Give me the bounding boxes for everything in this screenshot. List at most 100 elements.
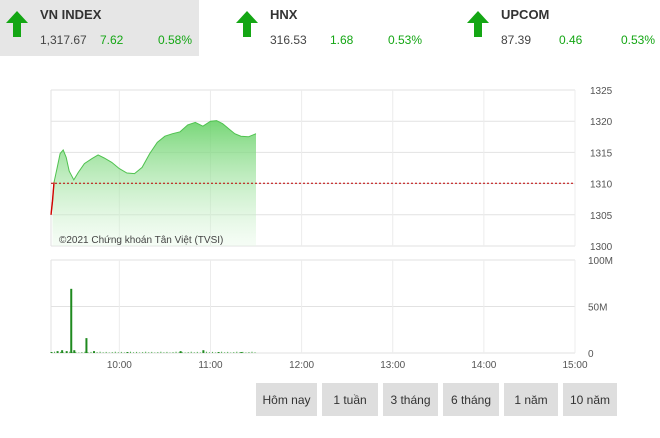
volume-bar — [50, 352, 53, 353]
volume-bar — [181, 351, 183, 353]
volume-bar — [69, 351, 71, 353]
price-tick-label: 1305 — [590, 211, 613, 222]
volume-bar — [129, 351, 131, 353]
volume-bar — [78, 352, 80, 353]
volume-bar — [196, 351, 198, 353]
volume-bar — [179, 351, 182, 353]
volume-bar — [65, 351, 68, 353]
volume-bar — [117, 352, 119, 353]
volume-bar — [133, 352, 135, 353]
volume-bar — [151, 351, 153, 353]
volume-bar — [178, 352, 180, 353]
volume-bar — [199, 352, 201, 353]
volume-bars — [50, 288, 256, 353]
index-value: 87.39 — [501, 33, 532, 47]
volume-bar — [224, 352, 226, 353]
volume-bar — [87, 352, 89, 353]
time-axis: 10:00 11:00 12:00 13:00 14:00 15:00 — [107, 90, 588, 371]
up-arrow-icon — [236, 11, 258, 37]
volume-bar — [239, 352, 241, 353]
volume-bar — [72, 352, 74, 353]
volume-bar — [175, 351, 177, 353]
volume-bar — [108, 352, 110, 353]
index-percent: 0.53% — [621, 33, 656, 47]
volume-bar — [190, 351, 192, 353]
volume-bar — [96, 352, 98, 353]
volume-bar — [169, 352, 171, 353]
volume-bar — [205, 351, 207, 353]
volume-bar — [215, 352, 217, 353]
up-arrow-icon — [467, 11, 489, 37]
volume-bar — [221, 351, 223, 353]
watermark: ©2021 Chứng khoán Tân Việt (TVSI) — [59, 235, 223, 246]
price-area — [52, 120, 256, 246]
volume-bar — [193, 352, 195, 353]
volume-bar — [166, 351, 168, 353]
price-tick-label: 1320 — [590, 117, 613, 128]
volume-bar — [54, 351, 56, 353]
volume-bar — [93, 351, 96, 353]
volume-bar — [217, 352, 220, 353]
price-line — [50, 120, 257, 215]
time-tick-label: 11:00 — [198, 360, 223, 371]
volume-bar — [230, 352, 232, 353]
tab-vn-index[interactable]: VN INDEX 1,317.67 7.62 0.58% — [0, 0, 199, 56]
period-10-years-button[interactable]: 10 năm — [563, 383, 617, 416]
up-arrow-icon — [6, 11, 28, 37]
volume-bar — [202, 350, 205, 353]
volume-grid: 100M 50M 0 — [50, 256, 613, 360]
index-name: VN INDEX — [40, 7, 102, 22]
time-tick-label: 10:00 — [107, 360, 132, 371]
volume-bar — [242, 351, 244, 353]
index-percent: 0.53% — [388, 33, 423, 47]
volume-bar — [111, 352, 113, 353]
volume-bar — [81, 352, 83, 353]
volume-bar — [142, 352, 144, 353]
period-1-week-button[interactable]: 1 tuần — [322, 383, 378, 416]
volume-bar — [139, 352, 141, 353]
volume-bar — [254, 352, 256, 353]
volume-bar — [172, 352, 174, 353]
volume-bar — [211, 351, 213, 353]
volume-bar — [63, 352, 65, 353]
volume-bar — [99, 351, 101, 353]
time-tick-label: 15:00 — [562, 360, 587, 371]
index-percent: 0.58% — [158, 33, 193, 47]
price-tick-label: 1310 — [590, 180, 613, 191]
volume-bar — [126, 352, 129, 353]
period-6-months-button[interactable]: 6 tháng — [443, 383, 499, 416]
tab-upcom[interactable]: UPCOM 87.39 0.46 0.53% — [461, 0, 660, 56]
volume-bar — [248, 352, 250, 353]
volume-bar — [75, 351, 77, 353]
volume-bar — [70, 288, 73, 353]
volume-bar — [123, 352, 125, 353]
index-name: HNX — [270, 7, 298, 22]
volume-bar — [136, 351, 138, 353]
volume-bar — [84, 351, 86, 353]
index-value: 316.53 — [270, 33, 307, 47]
index-change: 1.68 — [330, 33, 354, 47]
volume-bar — [120, 351, 122, 353]
volume-bar — [56, 351, 59, 353]
tab-hnx[interactable]: HNX 316.53 1.68 0.53% — [230, 0, 429, 56]
volume-bar — [102, 352, 104, 353]
volume-bar — [148, 352, 150, 353]
volume-bar — [157, 352, 159, 353]
period-3-months-button[interactable]: 3 tháng — [383, 383, 438, 416]
volume-bar — [85, 338, 88, 353]
volume-bar — [240, 352, 243, 353]
index-change: 0.46 — [559, 33, 583, 47]
volume-bar — [227, 351, 229, 353]
volume-bar — [184, 352, 186, 353]
period-today-button[interactable]: Hôm nay — [256, 383, 317, 416]
time-tick-label: 13:00 — [380, 360, 405, 371]
volume-bar — [233, 352, 235, 353]
volume-bar — [251, 351, 253, 353]
index-name: UPCOM — [501, 7, 550, 22]
volume-bar — [114, 351, 116, 353]
volume-bar — [105, 351, 107, 353]
volume-tick-label: 0 — [588, 349, 594, 360]
period-1-year-button[interactable]: 1 năm — [504, 383, 558, 416]
index-tabs: VN INDEX 1,317.67 7.62 0.58% HNX 316.53 … — [0, 0, 660, 56]
volume-bar — [61, 350, 64, 353]
